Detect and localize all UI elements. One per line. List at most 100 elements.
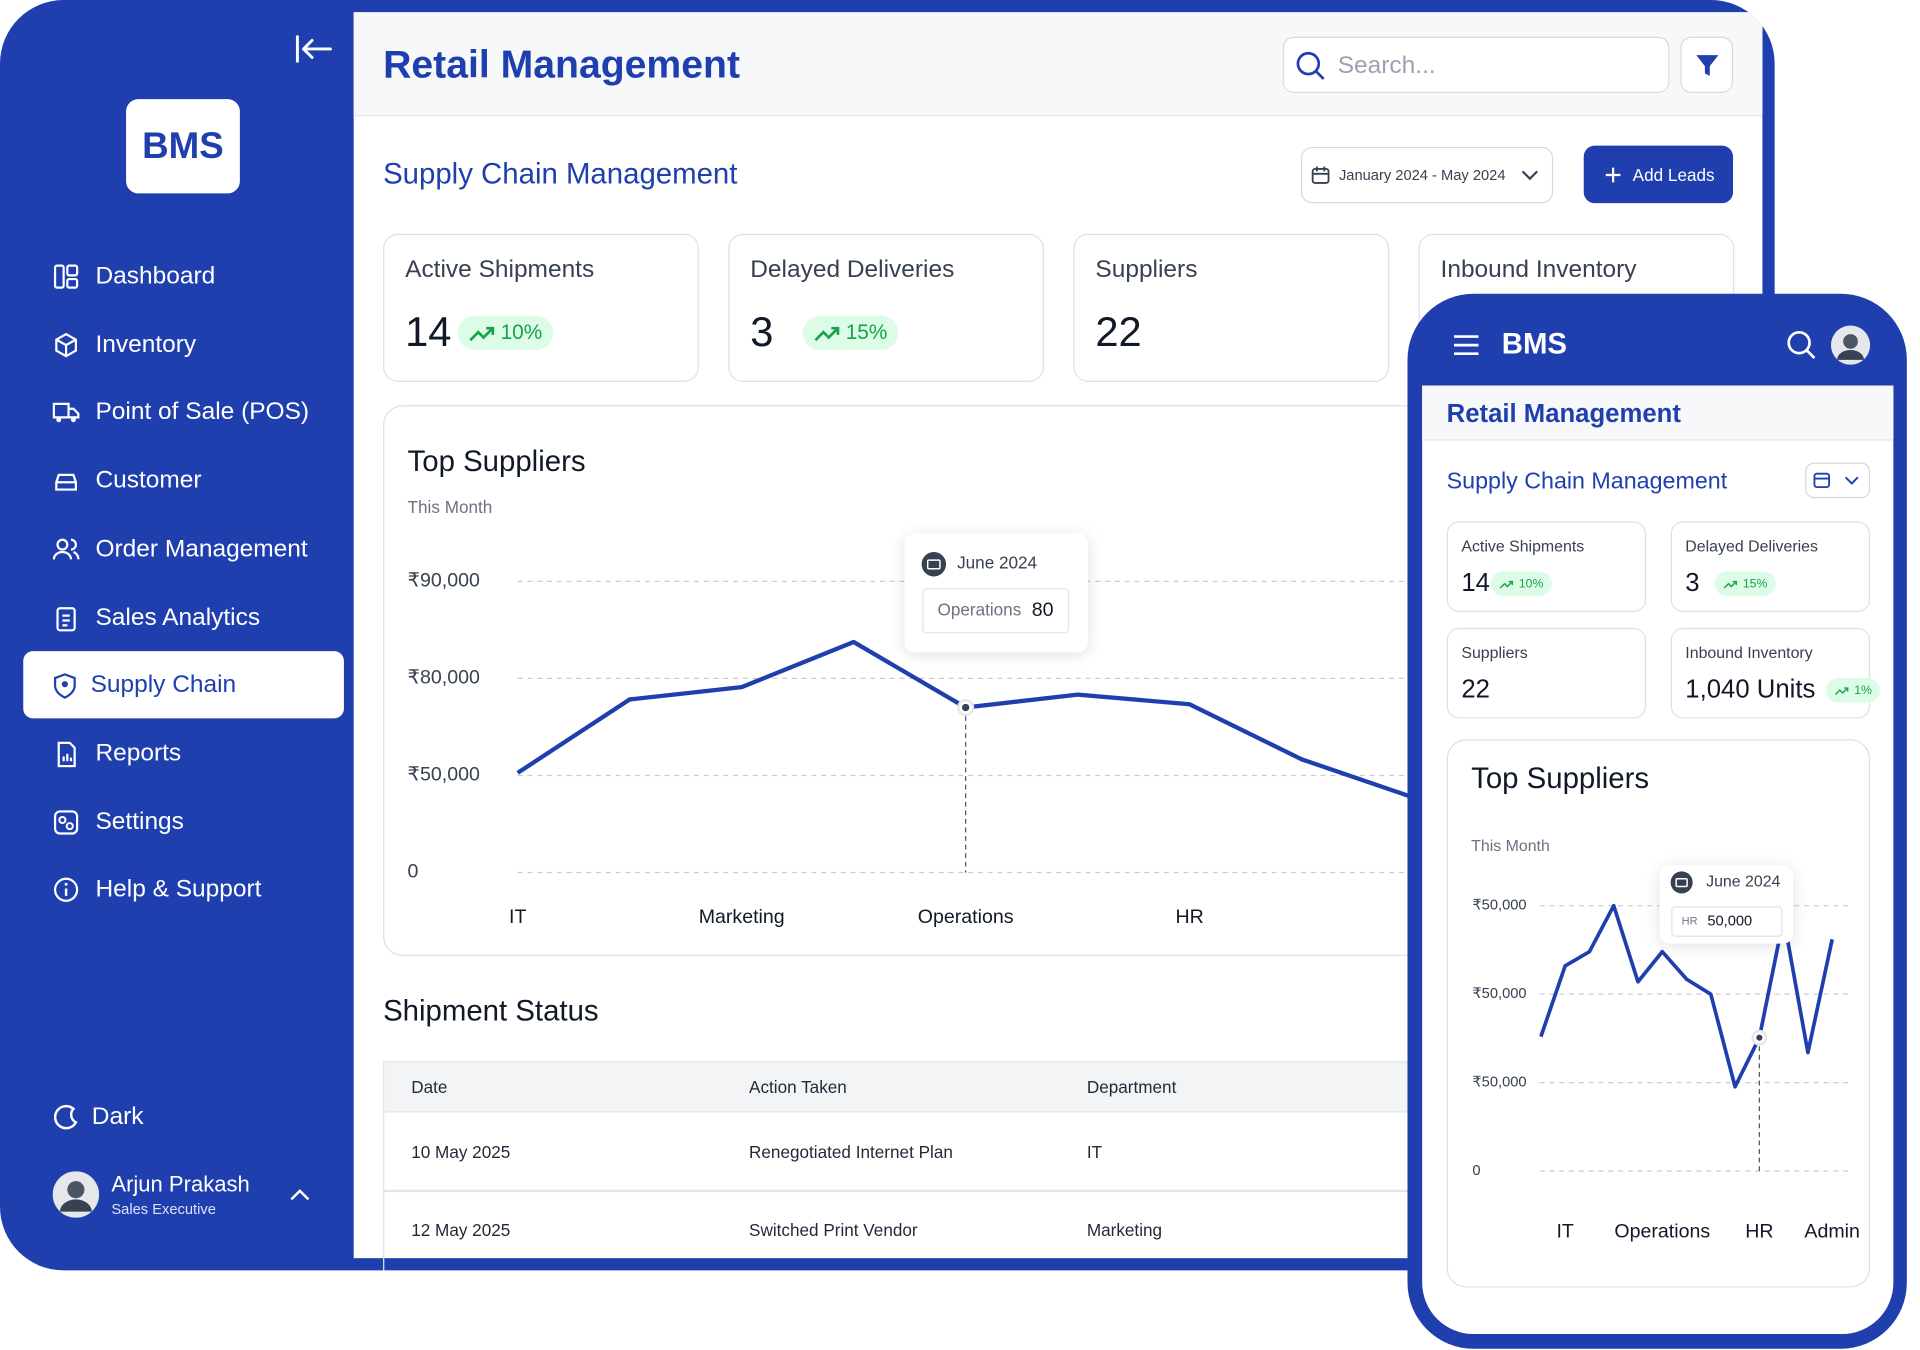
nav-icon	[53, 673, 76, 700]
y-tick-label: 0	[1472, 1163, 1480, 1179]
y-tick-label: ₹50,000	[1472, 898, 1526, 914]
phone-subheader	[1422, 385, 1894, 441]
tooltip-value-box	[1671, 906, 1783, 937]
tooltip-date: June 2024	[957, 553, 1037, 573]
user-role: Sales Executive	[111, 1200, 216, 1218]
kpi-label: Inbound Inventory	[1440, 256, 1637, 284]
nav-item[interactable]: Help & Support	[95, 876, 262, 903]
trend-badge: 15%	[802, 315, 899, 351]
trend-value: 15%	[845, 320, 888, 344]
nav-item[interactable]: Customer	[95, 467, 202, 494]
column-header: Department	[1086, 1077, 1177, 1097]
date-dropdown[interactable]	[1301, 146, 1554, 204]
phone-kpi-value: 1,040 Units	[1685, 675, 1816, 704]
phone-kpi-label: Active Shipments	[1461, 536, 1585, 556]
table-cell: Marketing	[1086, 1220, 1163, 1240]
kpi-label: Delayed Deliveries	[750, 256, 955, 284]
tooltip-date: June 2024	[1706, 874, 1780, 891]
tooltip-value: 80	[1032, 599, 1054, 621]
plus-icon	[1605, 167, 1621, 183]
trend-badge: 10%	[457, 315, 554, 351]
nav-item[interactable]: Point of Sale (POS)	[95, 398, 310, 426]
phone-kpi-card	[1446, 627, 1647, 719]
trend-icon	[1835, 686, 1849, 695]
tooltip-icon	[1670, 871, 1693, 894]
tooltip-label: HR	[1682, 916, 1698, 928]
table-cell: Switched Print Vendor	[749, 1220, 918, 1240]
tooltip-icon-glyph	[926, 559, 941, 570]
y-tick-label: ₹80,000	[408, 667, 480, 689]
theme-icon[interactable]	[53, 1104, 80, 1131]
phone-logo: BMS	[1501, 328, 1568, 362]
trend-value: 15%	[1742, 577, 1768, 591]
nav-icon	[52, 403, 80, 423]
nav-icon	[57, 741, 76, 768]
column-header: Action Taken	[749, 1077, 847, 1097]
phone-avatar[interactable]	[1830, 325, 1871, 365]
theme-toggle[interactable]: Dark	[91, 1103, 144, 1131]
tooltip-label: Operations	[938, 599, 1022, 619]
y-tick-label: 0	[408, 861, 419, 883]
kpi-card	[728, 233, 1044, 382]
x-tick-label: IT	[509, 906, 526, 928]
phone-section-title: Supply Chain Management	[1446, 468, 1728, 495]
phone-kpi-label: Inbound Inventory	[1685, 643, 1813, 662]
nav-item[interactable]: Inventory	[95, 330, 197, 358]
y-tick-label: ₹50,000	[1472, 986, 1526, 1002]
table-cell: Renegotiated Internet Plan	[749, 1141, 953, 1162]
add-leads-label: Add Leads	[1632, 165, 1715, 185]
nav-item[interactable]: Reports	[95, 739, 182, 767]
phone-frame: BMS Retail Management Supply Chain Manag…	[1407, 293, 1907, 1349]
table-cell: IT	[1086, 1141, 1103, 1162]
search-icon	[1296, 51, 1325, 80]
kpi-value: 14	[405, 309, 452, 356]
phone-kpi-value: 3	[1685, 569, 1700, 598]
nav-active-bg[interactable]	[23, 651, 344, 719]
kpi-value: 22	[1095, 309, 1142, 356]
user-chevron[interactable]	[289, 1187, 311, 1202]
nav-item[interactable]: Settings	[95, 807, 184, 835]
phone-kpi-label: Suppliers	[1461, 643, 1528, 662]
nav-icon	[55, 473, 77, 491]
trend-icon	[1499, 580, 1514, 588]
menu-icon[interactable]	[1452, 333, 1481, 357]
phone-kpi-value: 14	[1461, 569, 1490, 598]
nav-item[interactable]: Sales Analytics	[95, 603, 261, 631]
kpi-label: Active Shipments	[405, 256, 595, 284]
tooltip-value-box	[922, 588, 1070, 634]
kpi-label: Suppliers	[1095, 256, 1198, 284]
chart-title: Top Suppliers	[407, 445, 586, 479]
x-tick-label: Operations	[918, 906, 1014, 928]
trend-value: 10%	[1518, 577, 1544, 591]
x-tick-label: HR	[1745, 1221, 1773, 1243]
y-tick-label: ₹50,000	[1472, 1075, 1526, 1091]
page-title: Retail Management	[383, 42, 741, 87]
hover-point-dot	[1756, 1034, 1763, 1041]
kpi-value: 3	[750, 309, 774, 356]
phone-kpi-value: 22	[1461, 675, 1490, 704]
logo: BMS	[126, 99, 240, 194]
hover-point-dot	[961, 703, 970, 712]
nav-item[interactable]: Supply Chain	[90, 671, 237, 699]
x-tick-label: HR	[1175, 906, 1203, 928]
phone-title: Retail Management	[1446, 400, 1681, 429]
phone-kpi-card	[1670, 627, 1871, 719]
nav-item[interactable]: Order Management	[95, 535, 308, 563]
calendar-icon	[1311, 166, 1330, 184]
nav-item[interactable]: Dashboard	[95, 262, 216, 290]
phone-search-icon[interactable]	[1786, 329, 1818, 361]
search-box[interactable]	[1282, 36, 1670, 94]
phone-line-chart: ₹50,000 ₹50,000 ₹50,000 0 IT Operations HR Admi…	[1472, 865, 1860, 1243]
nav-icon	[53, 264, 79, 289]
trend-icon	[1723, 580, 1738, 588]
avatar	[52, 1171, 100, 1218]
section-title: Supply Chain Management	[383, 157, 738, 191]
kpi-card	[383, 233, 699, 382]
collapse-icon[interactable]	[294, 34, 333, 63]
column-header: Date	[411, 1077, 448, 1097]
phone-kpi-label: Delayed Deliveries	[1685, 536, 1818, 556]
filter-icon	[1696, 55, 1719, 76]
phone-date-dropdown[interactable]	[1805, 462, 1871, 499]
